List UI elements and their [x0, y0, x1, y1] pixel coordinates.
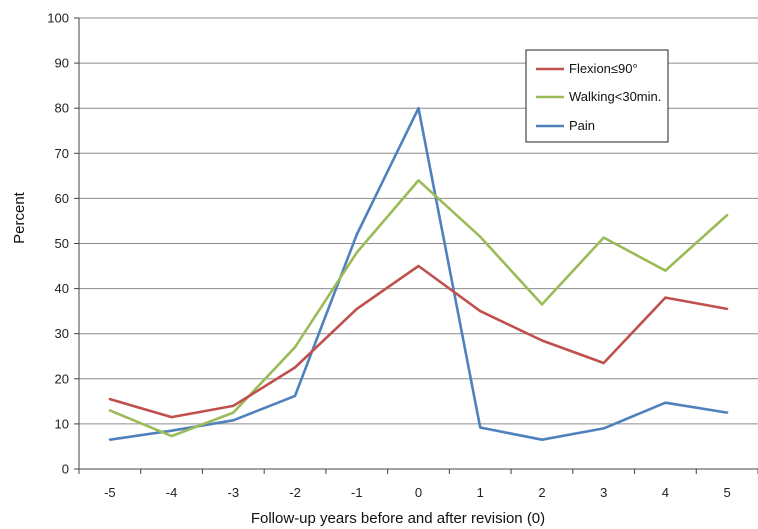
data-point — [725, 213, 729, 217]
x-tick-label: 4 — [662, 485, 669, 500]
data-point — [479, 426, 482, 429]
data-point — [479, 309, 482, 313]
data-point — [232, 411, 235, 414]
data-point — [355, 251, 358, 254]
data-point — [664, 269, 667, 272]
data-point — [170, 434, 173, 438]
data-point — [725, 307, 729, 311]
y-axis-ticks: 0 10 20 30 40 50 60 70 80 90 100 — [47, 11, 79, 477]
x-tick-label: 0 — [415, 485, 422, 500]
x-tick-label: -2 — [289, 485, 301, 500]
data-point — [602, 236, 605, 239]
x-tick-label: -1 — [351, 485, 363, 500]
series-lines — [108, 106, 729, 442]
x-tick-label: 3 — [600, 485, 607, 500]
x-tick-label: 2 — [538, 485, 545, 500]
axes — [78, 18, 758, 470]
legend: Flexion≤90° Walking<30min. Pain — [525, 49, 669, 143]
data-point — [417, 264, 420, 268]
x-tick-label: -5 — [104, 485, 116, 500]
x-axis-ticks: -5 -4 -3 -2 -1 0 1 2 3 4 5 — [78, 469, 758, 500]
data-point — [108, 438, 112, 441]
x-tick-label: -4 — [166, 485, 178, 500]
data-point — [170, 415, 173, 419]
data-point — [417, 179, 420, 182]
data-point — [417, 107, 420, 110]
y-tick-label: 10 — [55, 416, 69, 431]
data-point — [232, 404, 235, 408]
legend-label-pain: Pain — [569, 118, 595, 133]
y-tick-label: 70 — [55, 146, 69, 161]
data-point — [725, 411, 729, 414]
y-tick-label: 80 — [55, 101, 69, 116]
data-point — [540, 438, 544, 441]
x-tick-label: 5 — [724, 485, 731, 500]
data-point — [355, 307, 358, 311]
y-tick-label: 0 — [62, 462, 69, 477]
data-point — [664, 296, 667, 299]
gridlines — [79, 17, 758, 425]
y-tick-label: 30 — [55, 326, 69, 341]
x-axis-title: Follow-up years before and after revisio… — [251, 510, 545, 527]
data-point — [355, 233, 358, 236]
data-point — [232, 419, 235, 422]
data-point — [108, 397, 112, 401]
y-tick-label: 20 — [55, 371, 69, 386]
y-tick-label: 100 — [47, 11, 69, 26]
data-point — [108, 409, 112, 412]
data-point — [293, 394, 297, 398]
data-point — [602, 361, 605, 365]
x-tick-label: 1 — [477, 485, 484, 500]
legend-label-walking: Walking<30min. — [569, 89, 661, 104]
data-point — [293, 346, 297, 349]
y-tick-label: 90 — [55, 56, 69, 71]
legend-label-flexion: Flexion≤90° — [569, 61, 638, 76]
data-point — [602, 427, 605, 430]
y-axis-title: Percent — [11, 191, 28, 244]
y-tick-label: 50 — [55, 236, 69, 251]
y-tick-label: 40 — [55, 281, 69, 296]
data-point — [479, 235, 482, 238]
data-point — [540, 303, 544, 306]
data-point — [540, 339, 544, 342]
y-tick-label: 60 — [55, 191, 69, 206]
x-tick-label: -3 — [228, 485, 240, 500]
data-point — [664, 401, 667, 404]
data-point — [293, 366, 297, 369]
data-point — [170, 429, 173, 432]
